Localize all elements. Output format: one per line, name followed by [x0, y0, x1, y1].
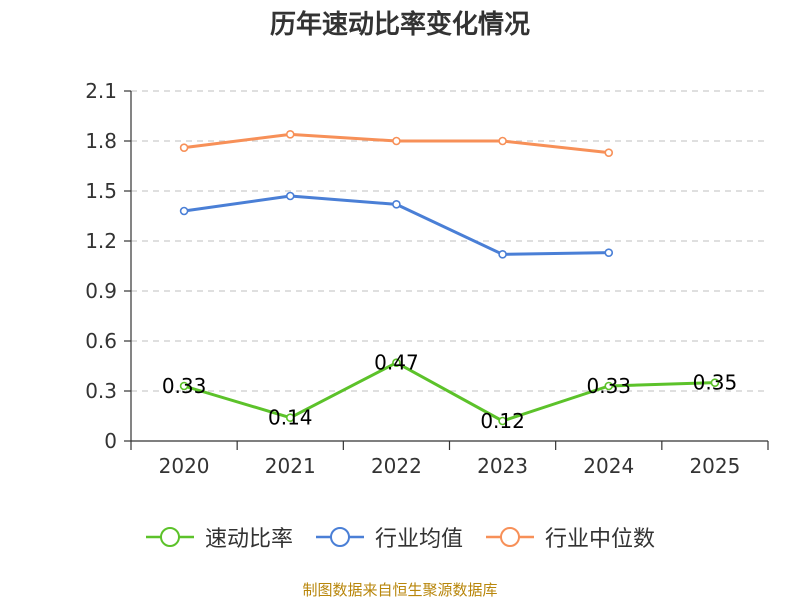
legend-line-icon [315, 527, 364, 547]
data-label: 0.35 [693, 371, 738, 395]
data-label: 0.33 [162, 374, 207, 398]
legend-item[interactable]: 行业中位数 [485, 521, 655, 553]
data-point [392, 136, 401, 146]
legend-line-icon [145, 527, 194, 547]
y-tick-label: 1.2 [85, 229, 117, 253]
x-tick-label: 2023 [477, 454, 528, 478]
x-tick-label: 2024 [583, 454, 634, 478]
legend-label: 行业中位数 [545, 527, 656, 552]
data-point [498, 250, 507, 259]
y-tick-label: 1.8 [85, 129, 117, 153]
data-point [179, 143, 189, 152]
x-tick-label: 2020 [159, 454, 210, 478]
data-point [179, 206, 189, 216]
y-tick-label: 0.3 [85, 379, 117, 403]
axes: 0 0.3 0.6 0.9 1.2 1.5 1.8 2.1 2020 2021 2022 2023 20… [85, 79, 769, 478]
data-label: 0.12 [480, 409, 525, 433]
data-point [285, 413, 295, 422]
y-tick-label: 0.9 [85, 279, 117, 303]
legend-label: 速动比率 [204, 527, 293, 552]
data-label: 0.14 [268, 406, 313, 430]
data-point [179, 381, 189, 391]
source-note: 制图数据来自恒生聚源数据库 [302, 581, 498, 599]
data-point [392, 358, 401, 367]
data-point [604, 381, 614, 391]
x-tick-label: 2022 [371, 454, 422, 478]
y-tick-label: 0.6 [85, 329, 117, 353]
data-point [285, 191, 295, 201]
legend-item[interactable]: 行业均值 [315, 521, 463, 553]
y-tick-label: 2.1 [85, 79, 117, 103]
x-tick-label: 2025 [689, 454, 740, 478]
data-point [604, 248, 614, 257]
legend-item[interactable]: 速动比率 [145, 521, 293, 553]
series-line [183, 361, 715, 423]
x-tick-label: 2021 [265, 454, 316, 478]
data-labels: 0.33 0.14 0.47 0.12 0.33 0.35 [162, 351, 737, 433]
data-point [498, 136, 507, 146]
legend-label: 行业均值 [374, 527, 463, 552]
legend-line-icon [486, 527, 534, 547]
data-point [392, 200, 401, 209]
y-tick-label: 1.5 [85, 179, 117, 203]
data-point [498, 416, 507, 426]
chart-title: 历年速动比率变化情况 [269, 10, 530, 40]
data-label: 0.47 [374, 351, 419, 375]
data-point [285, 130, 295, 139]
data-point [710, 378, 720, 387]
y-tick-label: 0 [104, 429, 117, 453]
gridlines [131, 90, 768, 392]
series [179, 130, 720, 426]
legend: 速动比率 行业均值 行业中位数 [0, 520, 800, 554]
data-point [604, 148, 614, 157]
data-label: 0.33 [586, 374, 631, 398]
